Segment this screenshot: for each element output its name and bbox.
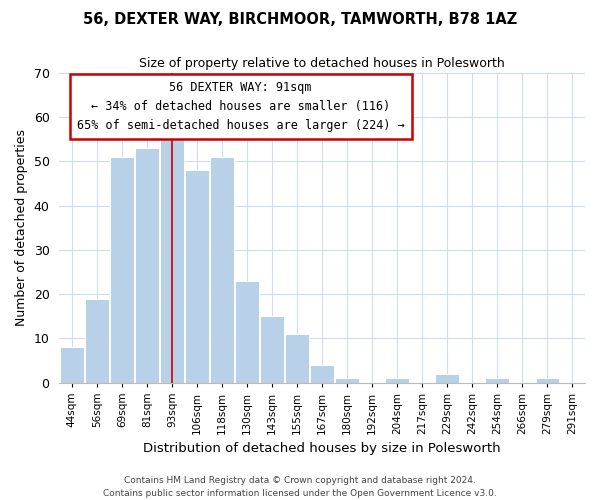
Bar [85, 298, 109, 382]
Bar [135, 148, 159, 382]
Y-axis label: Number of detached properties: Number of detached properties [15, 130, 28, 326]
Text: 56 DEXTER WAY: 91sqm
← 34% of detached houses are smaller (116)
65% of semi-deta: 56 DEXTER WAY: 91sqm ← 34% of detached h… [77, 81, 404, 132]
Bar [235, 281, 259, 382]
Title: Size of property relative to detached houses in Polesworth: Size of property relative to detached ho… [139, 58, 505, 70]
Bar [310, 365, 334, 382]
Bar [260, 316, 284, 382]
Bar [485, 378, 509, 382]
Bar [385, 378, 409, 382]
Bar [536, 378, 559, 382]
X-axis label: Distribution of detached houses by size in Polesworth: Distribution of detached houses by size … [143, 442, 501, 455]
Text: Contains HM Land Registry data © Crown copyright and database right 2024.
Contai: Contains HM Land Registry data © Crown c… [103, 476, 497, 498]
Bar [335, 378, 359, 382]
Bar [436, 374, 459, 382]
Bar [185, 170, 209, 382]
Bar [60, 347, 83, 382]
Bar [160, 130, 184, 382]
Text: 56, DEXTER WAY, BIRCHMOOR, TAMWORTH, B78 1AZ: 56, DEXTER WAY, BIRCHMOOR, TAMWORTH, B78… [83, 12, 517, 28]
Bar [110, 157, 134, 382]
Bar [285, 334, 309, 382]
Bar [210, 157, 234, 382]
